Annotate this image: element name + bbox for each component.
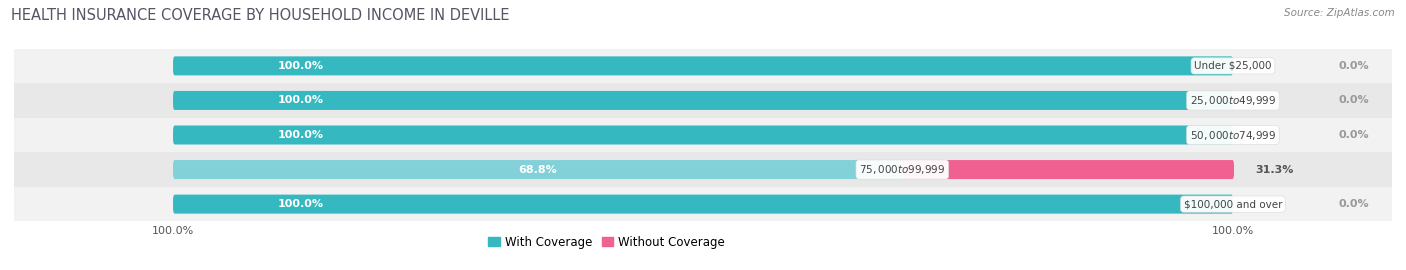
FancyBboxPatch shape <box>173 91 1233 110</box>
Text: $25,000 to $49,999: $25,000 to $49,999 <box>1189 94 1277 107</box>
Text: Under $25,000: Under $25,000 <box>1194 61 1271 71</box>
Text: 68.8%: 68.8% <box>519 164 557 175</box>
Text: 100.0%: 100.0% <box>277 61 323 71</box>
Legend: With Coverage, Without Coverage: With Coverage, Without Coverage <box>484 231 730 254</box>
Text: 100.0%: 100.0% <box>277 130 323 140</box>
Bar <box>14 49 1392 83</box>
FancyBboxPatch shape <box>173 195 1233 214</box>
Text: $75,000 to $99,999: $75,000 to $99,999 <box>859 163 945 176</box>
Text: 0.0%: 0.0% <box>1339 199 1369 209</box>
Text: 0.0%: 0.0% <box>1339 61 1369 71</box>
Bar <box>14 83 1392 118</box>
Bar <box>14 187 1392 221</box>
FancyBboxPatch shape <box>173 157 1233 182</box>
FancyBboxPatch shape <box>173 56 1233 75</box>
FancyBboxPatch shape <box>173 192 1233 216</box>
FancyBboxPatch shape <box>903 160 1234 179</box>
FancyBboxPatch shape <box>173 160 903 179</box>
Text: Source: ZipAtlas.com: Source: ZipAtlas.com <box>1284 8 1395 18</box>
FancyBboxPatch shape <box>173 126 1233 144</box>
FancyBboxPatch shape <box>173 54 1233 78</box>
Bar <box>14 152 1392 187</box>
Text: 100.0%: 100.0% <box>277 199 323 209</box>
FancyBboxPatch shape <box>173 88 1233 113</box>
Bar <box>14 118 1392 152</box>
Text: 0.0%: 0.0% <box>1339 130 1369 140</box>
Text: HEALTH INSURANCE COVERAGE BY HOUSEHOLD INCOME IN DEVILLE: HEALTH INSURANCE COVERAGE BY HOUSEHOLD I… <box>11 8 510 23</box>
Text: $50,000 to $74,999: $50,000 to $74,999 <box>1189 129 1277 141</box>
Text: 100.0%: 100.0% <box>277 95 323 106</box>
FancyBboxPatch shape <box>173 123 1233 147</box>
Text: 31.3%: 31.3% <box>1256 164 1294 175</box>
Text: $100,000 and over: $100,000 and over <box>1184 199 1282 209</box>
Text: 0.0%: 0.0% <box>1339 95 1369 106</box>
